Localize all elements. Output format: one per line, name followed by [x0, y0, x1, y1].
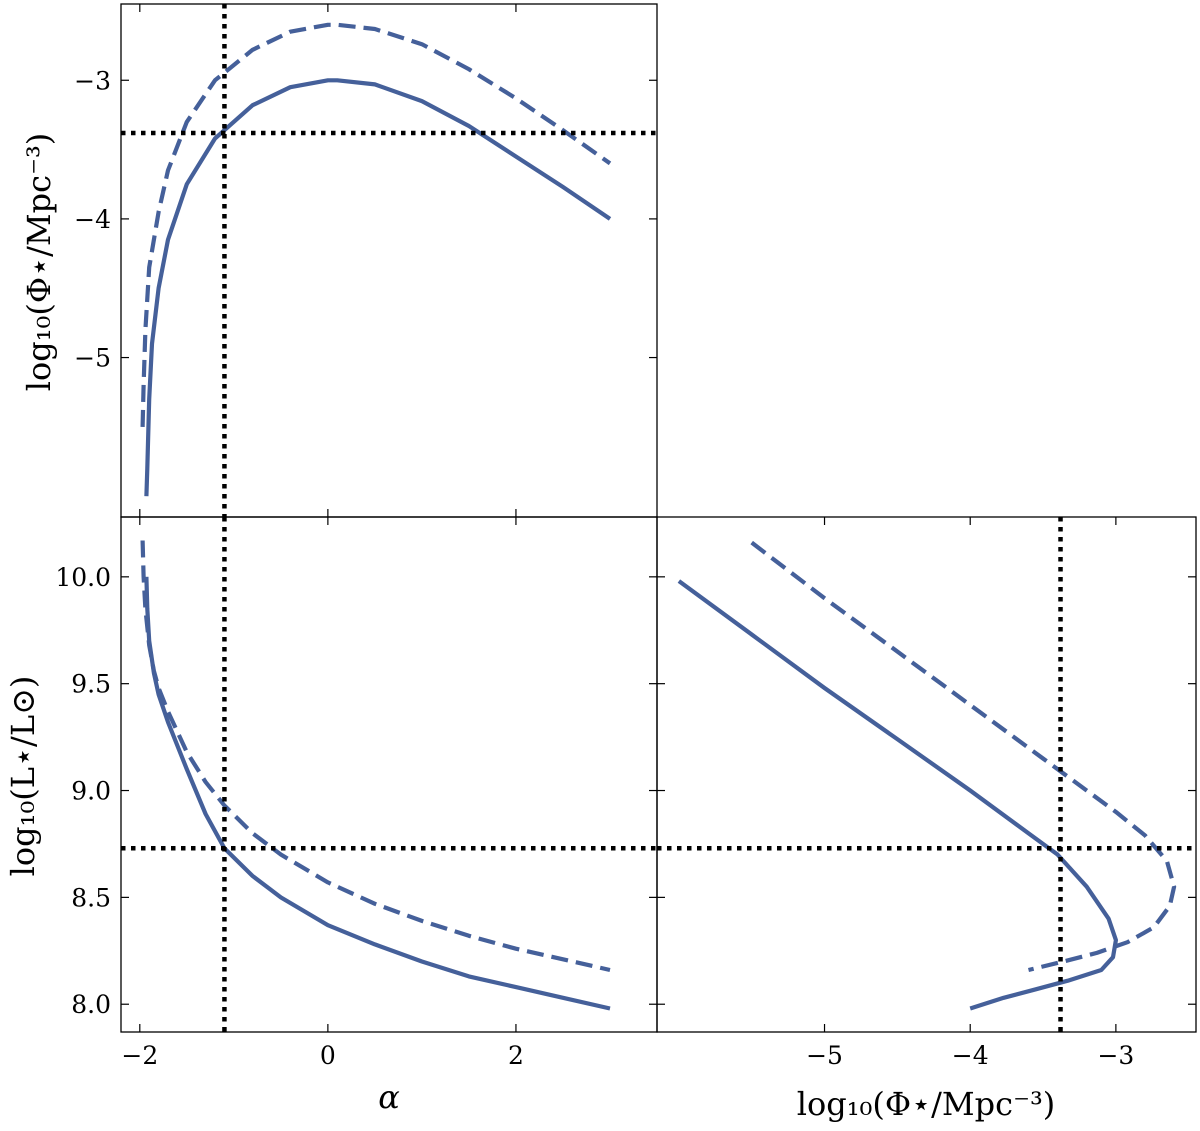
- x-tick-label: −2: [121, 1041, 158, 1070]
- panel-top-left-ticks: −3 −4 −5: [74, 4, 657, 517]
- series-solid-curve: [144, 78, 612, 497]
- x-tick-label: −5: [806, 1041, 843, 1070]
- x-tick-label: −4: [952, 1041, 989, 1070]
- panel-bottom-right: −5 −4 −3 log₁₀(Φ⋆/Mpc⁻³): [656, 516, 1197, 1123]
- bottom-right-x-axis-label: log₁₀(Φ⋆/Mpc⁻³): [797, 1085, 1056, 1123]
- top-left-y-axis-label: log₁₀(Φ⋆/Mpc⁻³): [20, 133, 58, 392]
- bottom-left-y-axis-label: log₁₀(L⋆/L⊙): [4, 676, 42, 877]
- panel-bottom-left: −2 0 2 8.0 8.5 9.0 9.5 10.0 α log₁₀(L⋆/L⊙): [4, 516, 658, 1116]
- series-solid-curve: [144, 576, 611, 1011]
- y-tick-label: −3: [74, 66, 111, 95]
- x-tick-label: 2: [508, 1041, 524, 1070]
- y-tick-label: 9.0: [71, 777, 111, 806]
- series-solid-curve: [677, 579, 1118, 1011]
- panel-top-left: −3 −4 −5 log₁₀(Φ⋆/Mpc⁻³): [20, 3, 658, 518]
- panel-bottom-left-ticks: −2 0 2 8.0 8.5 9.0 9.5 10.0: [55, 517, 657, 1070]
- panel-bottom-right-frame: [656, 516, 1197, 1033]
- panel-bottom-left-frame: [120, 516, 658, 1033]
- y-tick-label: 10.0: [55, 563, 111, 592]
- panel-top-left-frame: [120, 3, 658, 518]
- y-tick-label: −4: [74, 205, 111, 234]
- panel-bottom-right-ticks: −5 −4 −3: [657, 517, 1196, 1070]
- panel-bottom-right-lines: [657, 517, 1196, 1032]
- y-tick-label: 8.0: [71, 990, 111, 1019]
- series-dashed-curve: [140, 22, 612, 427]
- x-tick-label: 0: [320, 1041, 336, 1070]
- series-dashed-curve: [140, 540, 611, 973]
- panel-top-left-lines: [121, 4, 657, 517]
- series-dashed-curve: [750, 540, 1177, 973]
- y-tick-label: −5: [74, 344, 111, 373]
- y-tick-label: 8.5: [71, 883, 111, 912]
- bottom-left-x-axis-label: α: [378, 1078, 400, 1116]
- x-tick-label: −3: [1097, 1041, 1134, 1070]
- y-tick-label: 9.5: [71, 670, 111, 699]
- panel-bottom-left-lines: [121, 517, 657, 1032]
